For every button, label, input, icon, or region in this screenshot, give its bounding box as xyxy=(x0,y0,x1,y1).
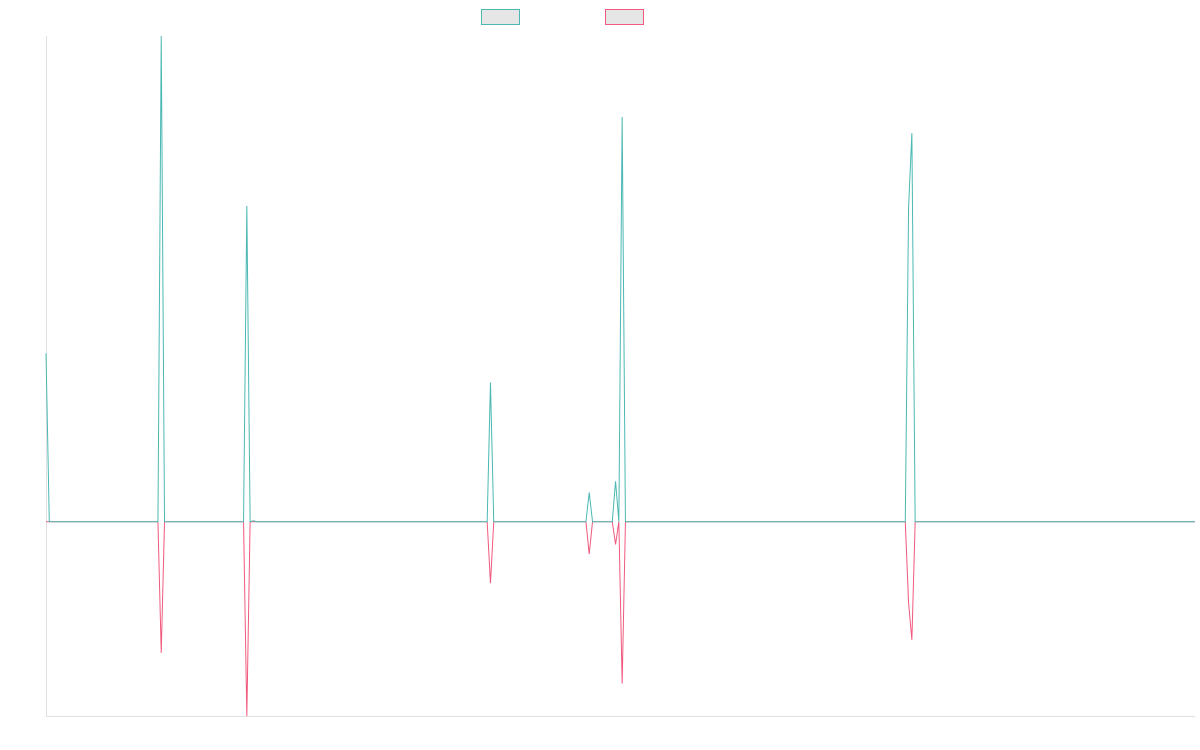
series-line-2[interactable] xyxy=(46,521,1195,717)
series-line-1[interactable] xyxy=(45,35,1195,523)
series-layer xyxy=(45,35,1195,717)
legend-swatch-series-2[interactable] xyxy=(605,9,644,25)
legend-swatch-series-1[interactable] xyxy=(481,9,520,25)
